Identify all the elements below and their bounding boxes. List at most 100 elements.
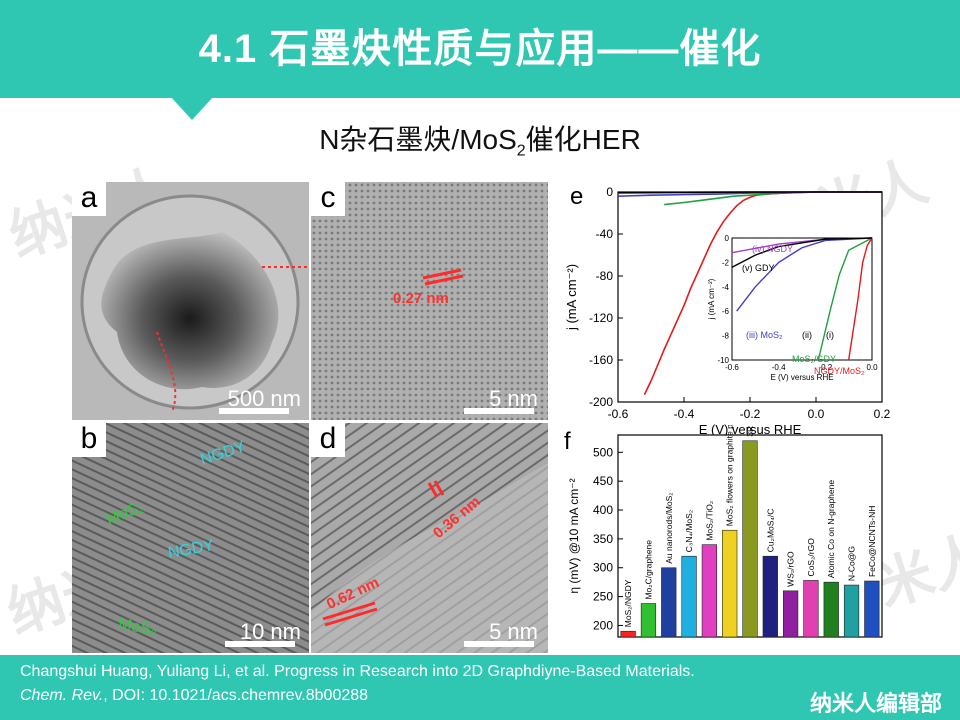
inset-frame xyxy=(731,237,873,361)
y-tick-label: 350 xyxy=(593,532,613,546)
scale-bar-label: 500 nm xyxy=(227,386,301,411)
y-tick-label: 450 xyxy=(593,474,613,488)
y-tick-label: -200 xyxy=(589,395,613,409)
d-spacing-label: 0.27 nm xyxy=(393,290,449,307)
chart-e: -0.6 -0.4 -0.2 0.0 0.2 0 -40 -80 -120 -160 -200 E (… xyxy=(560,180,900,437)
slide-subtitle: N杂石墨炔/MoS2催化HER xyxy=(319,124,641,160)
brand-logo: 纳米人编辑部 xyxy=(809,691,942,716)
y-tick-label: -160 xyxy=(589,353,613,367)
bar xyxy=(843,584,860,638)
y-tick-label: -40 xyxy=(596,227,614,241)
footer-bar xyxy=(0,655,960,720)
bar-category-label: MoS₂/TiO₂ xyxy=(704,501,714,541)
inset-legend-entry: (iv) NGDY xyxy=(752,244,793,254)
y-tick-label: -80 xyxy=(596,269,614,283)
inset-y-tick-label: -6 xyxy=(722,307,730,316)
header-notch xyxy=(170,96,214,120)
y-tick-label: -120 xyxy=(589,311,613,325)
panel-label: d xyxy=(311,423,345,457)
bar xyxy=(803,580,819,638)
panel-label: e xyxy=(570,183,583,210)
bar-category-label: WS₂/rGO xyxy=(786,551,796,587)
x-tick-label: 0.2 xyxy=(874,407,891,421)
tem-panel-a: a 500 nm xyxy=(72,182,309,420)
inset-legend-entry: (ii) xyxy=(802,330,812,340)
bar-category-label: 3R MoS₂ xyxy=(745,425,755,437)
scale-bar xyxy=(219,408,289,414)
x-tick-label: -0.2 xyxy=(740,407,761,421)
inset-y-axis-label: j (mA cm⁻²) xyxy=(707,278,716,320)
bar-category-label: FeCo@NCNTs-NH xyxy=(867,506,877,577)
x-tick-label: -0.6 xyxy=(608,407,629,421)
y-axis-label: η (mV) @10 mA cm⁻² xyxy=(567,478,581,593)
inset-x-axis-label: E (V) versus RHE xyxy=(770,373,833,382)
header-bar xyxy=(0,0,960,98)
bar xyxy=(864,580,880,638)
y-tick-label: 0 xyxy=(606,185,613,199)
reference-line-2: Chem. Rev., DOI: 10.1021/acs.chemrev.8b0… xyxy=(20,687,369,704)
inset-y-tick-label: -4 xyxy=(722,283,730,292)
series-line xyxy=(617,191,882,194)
y-tick-label: 200 xyxy=(593,618,613,632)
inset-legend-entry: (iii) MoS₂ xyxy=(746,330,783,340)
bar xyxy=(762,555,778,638)
inset-series-line xyxy=(731,237,873,268)
inset-y-tick-label: -10 xyxy=(717,356,729,365)
reference: Changshui Huang, Yuliang Li, et al. Prog… xyxy=(20,660,695,708)
bar-category-label: MoS₂/NGDY xyxy=(623,579,633,627)
inset-y-tick-label: -8 xyxy=(722,332,730,341)
panel-label: f xyxy=(564,428,571,455)
bar xyxy=(640,603,657,638)
inset-x-tick-label: -0.6 xyxy=(725,363,739,372)
bar-category-label: N-Co@G xyxy=(847,546,857,581)
inset-y-tick-label: -2 xyxy=(722,258,730,267)
bar xyxy=(701,544,717,638)
bar-category-label: Cu₂MoS₄/C xyxy=(765,509,775,553)
bar xyxy=(783,590,799,638)
bar-category-label: MoS₂ flowers on graphite paper xyxy=(725,425,735,526)
inset-x-tick-label: -0.2 xyxy=(818,363,832,372)
bar xyxy=(681,555,697,638)
inset-series-line xyxy=(847,237,873,361)
bar xyxy=(823,581,839,638)
y-tick-label: 500 xyxy=(593,445,613,459)
scale-bar-label: 5 nm xyxy=(489,619,538,644)
x-tick-label: -0.4 xyxy=(674,407,695,421)
tem-image-a xyxy=(72,182,309,420)
tem-panel-d: d 0.36 nm 0.62 nm 5 nm xyxy=(311,423,548,653)
inset-legend-entry: (i) xyxy=(826,330,834,340)
tem-image-c xyxy=(311,182,548,420)
bar xyxy=(722,529,738,638)
reference-line-1: Changshui Huang, Yuliang Li, et al. Prog… xyxy=(20,663,695,680)
tem-panel-c: c 0.27 nm 5 nm xyxy=(311,182,548,420)
tem-image-b xyxy=(72,423,309,653)
y-tick-label: 400 xyxy=(593,503,613,517)
y-tick-label: 250 xyxy=(593,590,613,604)
bar xyxy=(661,567,677,638)
inset-legend-entry: NGDY/MoS₂ xyxy=(814,366,865,376)
inset-series-line xyxy=(817,237,873,361)
bar xyxy=(620,630,636,638)
inset-legend-entry: MoS₂/GDY xyxy=(792,354,836,364)
panel-label: c xyxy=(311,182,345,216)
page-title: 4.1 石墨炔性质与应用——催化 xyxy=(198,27,762,71)
panel-label: a xyxy=(72,182,106,216)
scale-bar xyxy=(464,641,534,647)
inset-series-line xyxy=(736,237,873,312)
bar-category-label: Mo₂C/graphene xyxy=(643,540,653,600)
bar xyxy=(742,440,758,638)
tem-panel-b: b NGDY NGDY MoS₂ MoS₂ 10 nm xyxy=(72,423,309,653)
bar-category-label: Atomic Co on N-graphene xyxy=(826,480,836,579)
bar-category-label: C₃N₄/MoS₂ xyxy=(684,510,694,552)
scale-bar-label: 10 nm xyxy=(239,619,301,644)
x-tick-label: 0.0 xyxy=(808,407,825,421)
inset-x-tick-label: 0.0 xyxy=(866,363,878,372)
bar-category-label: CoS₂/rGO xyxy=(806,538,816,577)
panel-label: b xyxy=(72,423,106,457)
x-axis-label: E (V) versus RHE xyxy=(699,422,802,435)
bar-category-label: Au nanorods/MoS₂ xyxy=(664,492,674,563)
inset-y-tick-label: 0 xyxy=(725,234,730,243)
scale-bar xyxy=(464,408,534,414)
inset-legend-entry: (v) GDY xyxy=(742,263,775,273)
